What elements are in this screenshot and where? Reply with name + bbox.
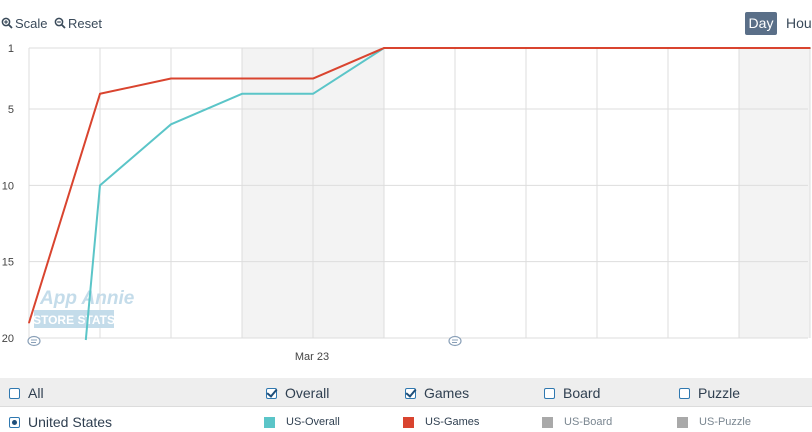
watermark-store-stats: STORE STATS (33, 313, 115, 327)
puzzle-label: Puzzle (698, 385, 741, 401)
series-legend-row: United States US-Overall US-Games US-Boa… (0, 407, 812, 432)
series-line-us-games (28, 47, 810, 324)
point-us-overall-4 (312, 92, 314, 95)
us-games-label: US-Games (425, 416, 480, 428)
annotation-marker-2[interactable] (448, 335, 462, 347)
us-overall-swatch (264, 416, 275, 428)
point-us-overall-1 (99, 184, 101, 187)
overall-label: Overall (285, 385, 330, 401)
games-checkbox-box[interactable] (405, 387, 416, 399)
games-label: Games (424, 385, 470, 401)
legend-us-games[interactable]: US-Games (403, 416, 479, 428)
point-us-games-0 (28, 321, 30, 324)
point-us-games-2 (170, 77, 172, 80)
point-us-games-5 (383, 47, 385, 49)
point-us-overall-2 (170, 123, 172, 126)
weekend-band-1 (739, 48, 810, 338)
legend-us-puzzle[interactable]: US-Puzzle (677, 416, 751, 428)
united-states-radio[interactable]: United States (9, 414, 112, 430)
x-tick-label-mar-23: Mar 23 (295, 351, 329, 363)
overall-checkbox-box[interactable] (266, 387, 277, 399)
overall-checkbox[interactable]: Overall (266, 385, 329, 401)
reset-button[interactable]: Reset (54, 14, 102, 32)
y-tick-label-1: 1 (8, 43, 14, 55)
annotation-marker-1[interactable] (27, 335, 41, 347)
scale-button[interactable]: Scale (1, 14, 48, 32)
y-tick-label-20: 20 (2, 333, 14, 345)
point-us-games-9 (667, 47, 669, 49)
chart-toolbar: Scale Reset Day Hour (0, 0, 812, 44)
legend-us-overall[interactable]: US-Overall (264, 416, 340, 428)
point-us-games-1 (99, 92, 101, 95)
us-board-swatch (542, 416, 553, 428)
us-board-label: US-Board (564, 416, 613, 428)
point-us-games-11 (809, 47, 811, 49)
us-overall-label: US-Overall (286, 416, 340, 428)
zoom-out-icon (54, 17, 66, 29)
all-label: All (28, 385, 44, 401)
watermark-app-annie: App Annie (39, 288, 135, 309)
board-checkbox-box[interactable] (544, 387, 555, 399)
point-us-games-8 (596, 47, 598, 49)
point-us-games-10 (738, 47, 740, 49)
games-checkbox[interactable]: Games (405, 385, 469, 401)
puzzle-checkbox-box[interactable] (679, 387, 690, 399)
watermark-badge (34, 310, 114, 328)
board-label: Board (563, 385, 601, 401)
point-us-overall-3 (241, 92, 243, 95)
us-puzzle-swatch (677, 416, 688, 428)
point-us-games-7 (525, 47, 527, 49)
series-line-us-overall (84, 47, 810, 341)
point-us-games-6 (454, 47, 456, 49)
scale-label: Scale (15, 15, 48, 31)
y-tick-label-15: 15 (2, 257, 14, 269)
y-tick-label-10: 10 (2, 180, 14, 192)
board-checkbox[interactable]: Board (544, 385, 600, 401)
united-states-radio-dot[interactable] (9, 416, 20, 428)
point-us-games-3 (241, 77, 243, 80)
day-range-button[interactable]: Day (745, 12, 777, 35)
us-games-swatch (403, 416, 414, 428)
country-label: United States (28, 414, 113, 430)
all-checkbox-box[interactable] (9, 387, 20, 399)
puzzle-checkbox[interactable]: Puzzle (679, 385, 740, 401)
category-filter-row: All Overall Games Board Puzzle (0, 378, 812, 407)
y-tick-label-5: 5 (8, 104, 14, 116)
hour-range-button[interactable]: Hour (786, 15, 812, 31)
zoom-in-icon (1, 17, 13, 29)
us-puzzle-label: US-Puzzle (699, 416, 751, 428)
reset-label: Reset (68, 15, 102, 31)
legend-us-board[interactable]: US-Board (542, 416, 612, 428)
all-checkbox[interactable]: All (9, 385, 44, 401)
point-us-games-4 (312, 77, 314, 80)
